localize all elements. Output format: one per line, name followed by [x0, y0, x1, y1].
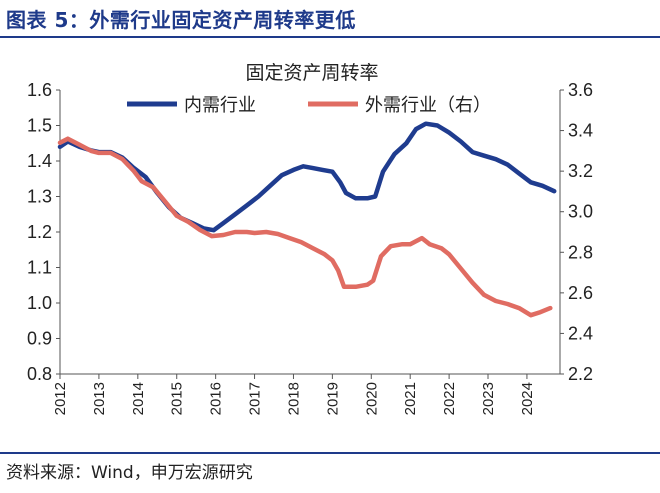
y-tick-right-label: 2.8 [568, 242, 593, 262]
series-line-foreign [57, 136, 553, 318]
y-tick-right-label: 3.2 [568, 161, 593, 181]
y-tick-right-label: 2.6 [568, 283, 593, 303]
series-line-domestic [57, 121, 557, 233]
y-tick-right-label: 3.4 [568, 121, 593, 141]
legend-label-foreign: 外需行业（右） [365, 95, 491, 116]
y-tick-left-label: 1.2 [27, 222, 52, 242]
legend-label-domestic: 内需行业 [184, 95, 256, 116]
x-tick-label: 2013 [91, 382, 108, 415]
x-tick-label: 2024 [519, 382, 536, 415]
x-tick-label: 2017 [247, 382, 264, 415]
figure-title: 图表 5：外需行业固定资产周转率更低 [6, 8, 356, 32]
x-tick-label: 2014 [130, 382, 147, 415]
y-tick-right-label: 2.4 [568, 323, 593, 343]
x-tick-label: 2022 [441, 382, 458, 415]
x-tick-label: 2021 [402, 382, 419, 415]
axes: 0.8 0.9 1.0 1.1 1.2 1.3 1.4 1.5 1.6 2.2 2.4 2.6 2.8 3… [27, 80, 593, 415]
y-tick-left-label: 1.0 [27, 293, 52, 313]
y-tick-left-label: 0.9 [27, 329, 52, 349]
title-rule [0, 36, 660, 38]
y-tick-left-label: 1.4 [27, 151, 52, 171]
y-tick-right-label: 3.0 [568, 202, 593, 222]
chart-title: 固定资产周转率 [245, 62, 378, 84]
y-tick-left-label: 1.3 [27, 187, 52, 207]
x-tick-label: 2023 [480, 382, 497, 415]
y-tick-right-label: 3.6 [568, 80, 593, 100]
y-tick-left-label: 1.5 [27, 116, 52, 136]
legend: 内需行业 外需行业（右） [127, 95, 491, 116]
x-tick-label: 2012 [52, 382, 69, 415]
x-tick-label: 2015 [169, 382, 186, 415]
series-lines [57, 121, 557, 318]
source-note: 资料来源：Wind，申万宏源研究 [6, 463, 253, 483]
x-tick-label: 2019 [324, 382, 341, 415]
x-tick-label: 2020 [363, 382, 380, 415]
source-rule [0, 452, 660, 454]
y-tick-right-label: 2.2 [568, 364, 593, 384]
y-tick-left-label: 1.6 [27, 80, 52, 100]
x-tick-label: 2016 [208, 382, 225, 415]
y-tick-left-label: 1.1 [27, 258, 52, 278]
x-tick-label: 2018 [285, 382, 302, 415]
y-tick-left-label: 0.8 [27, 364, 52, 384]
